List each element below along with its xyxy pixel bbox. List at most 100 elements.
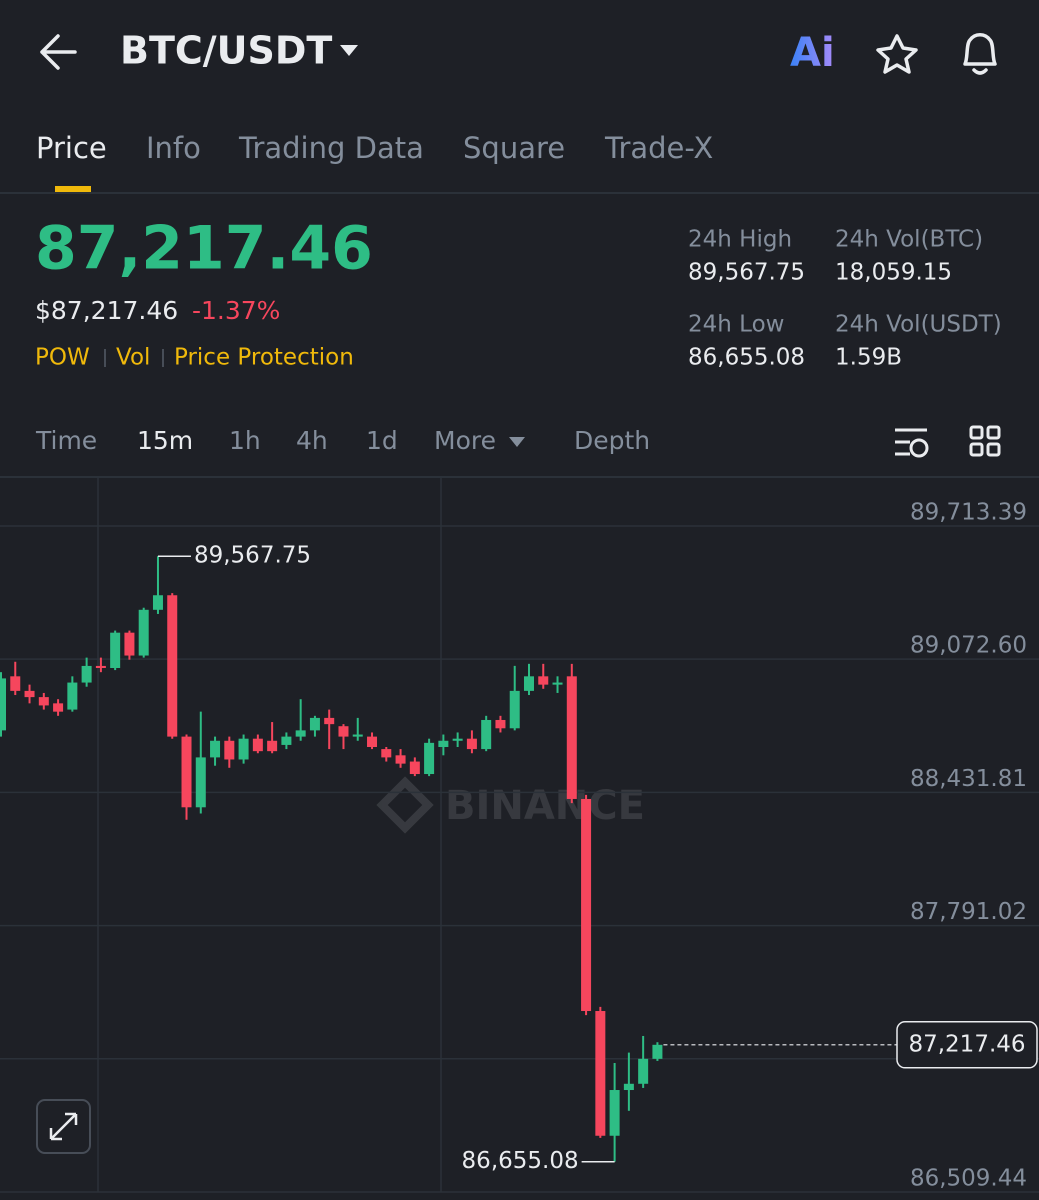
more-caret[interactable] <box>509 437 525 447</box>
interval-bar: Time 15m 1h 4h 1d More Depth <box>35 426 650 455</box>
candle-body <box>409 761 420 775</box>
candle-chart: 89,713.3989,072.6088,431.8187,791.0287,1… <box>0 499 1039 1193</box>
stat-label: 24h Vol(BTC) <box>835 227 983 253</box>
low-label: 86,655.08 <box>462 1148 579 1174</box>
candle-body <box>609 1090 620 1136</box>
tab[interactable]: Price <box>36 131 107 165</box>
candle-body <box>210 740 221 758</box>
candle-body <box>38 697 49 706</box>
stat-label: 24h High <box>688 227 792 253</box>
candle-body <box>424 742 435 775</box>
tab[interactable]: Trading Data <box>238 131 424 165</box>
interval[interactable]: Time <box>35 426 97 455</box>
tag[interactable]: Price Protection <box>174 345 354 371</box>
y-tick-label: 86,509.44 <box>910 1166 1027 1192</box>
candle-body <box>638 1058 649 1084</box>
tab[interactable]: Info <box>146 131 201 165</box>
tag[interactable]: Vol <box>116 345 150 371</box>
interval[interactable]: Depth <box>574 426 650 455</box>
candle-body <box>195 757 206 808</box>
interval[interactable]: 1h <box>229 426 261 455</box>
y-tick-label: 89,072.60 <box>910 633 1027 659</box>
candle-body <box>523 676 534 691</box>
icon-stroke <box>969 425 984 440</box>
fullscreen-icon <box>49 1112 78 1141</box>
interval[interactable]: 15m <box>137 426 193 455</box>
candle-body <box>81 665 92 683</box>
candle-body <box>238 738 249 760</box>
interval[interactable]: 1d <box>366 426 398 455</box>
candle-body <box>67 682 78 710</box>
candle-body <box>309 717 320 731</box>
candle-body <box>95 665 106 669</box>
y-tick-label: 87,791.02 <box>910 899 1027 925</box>
pair-title[interactable]: BTC/USDT <box>120 29 332 73</box>
tab[interactable]: Square <box>463 131 565 165</box>
candle-body <box>367 736 378 748</box>
stat-label: 24h Vol(USDT) <box>835 312 1002 338</box>
candle-body <box>438 740 449 748</box>
fullscreen-button[interactable] <box>36 1099 91 1154</box>
candle-body <box>24 690 35 698</box>
ai-button[interactable]: Ai <box>790 30 835 76</box>
watermark-text: BINANCE <box>445 783 645 829</box>
candle-body <box>552 682 563 685</box>
candle-body <box>623 1083 634 1091</box>
price-change: -1.37% <box>192 296 280 325</box>
candle-body <box>252 738 263 752</box>
candle-body <box>452 738 463 741</box>
stat-label: 24h Low <box>688 312 784 338</box>
candle-body <box>495 719 506 729</box>
candle-body <box>152 595 163 610</box>
candle-body <box>581 798 592 1012</box>
tab[interactable]: Trade-X <box>604 131 713 165</box>
usd-price: $87,217.46 <box>35 296 178 325</box>
tag[interactable]: POW <box>35 345 90 371</box>
candle-body <box>481 719 492 750</box>
candle-body <box>338 726 349 737</box>
candle-body <box>295 730 306 737</box>
watermark-logo <box>376 776 434 834</box>
last-price-box <box>896 1021 1038 1069</box>
candle-body <box>267 740 278 752</box>
candle-body <box>566 676 577 799</box>
icon-stroke <box>895 428 927 456</box>
layout-button[interactable] <box>969 425 1001 457</box>
candle-body <box>181 736 192 808</box>
stat-value: 18,059.15 <box>835 260 952 286</box>
indicator-settings-button[interactable] <box>895 428 929 458</box>
candle-body <box>281 736 292 745</box>
candle-body <box>395 755 406 764</box>
last-price-label: 87,217.46 <box>908 1031 1025 1057</box>
favorite-button[interactable] <box>876 34 918 74</box>
candle-body <box>466 738 477 750</box>
candle-body <box>324 717 335 725</box>
watermark: BINANCE <box>376 776 645 834</box>
stat-value: 1.59B <box>835 345 902 371</box>
candle-body <box>224 740 235 760</box>
stat-value: 86,655.08 <box>688 345 805 371</box>
candle-body <box>10 676 21 691</box>
candle-body <box>110 632 121 669</box>
icon-stroke <box>986 442 1001 457</box>
last-price: 87,217.46 <box>35 214 373 284</box>
interval[interactable]: More <box>434 426 496 455</box>
icon-stroke <box>986 425 1001 440</box>
tab-indicator <box>55 186 91 192</box>
candle-body <box>138 609 149 656</box>
candle-body <box>381 749 392 758</box>
candle-body <box>124 632 135 656</box>
alert-button[interactable] <box>963 33 997 75</box>
stat-value: 89,567.75 <box>688 260 805 286</box>
candle-body <box>352 734 363 737</box>
candle-body <box>595 1011 606 1136</box>
y-tick-label: 89,713.39 <box>910 499 1027 525</box>
tabs: Price Info Trading Data Square Trade-X <box>36 131 713 165</box>
interval[interactable]: 4h <box>296 426 328 455</box>
pair-dropdown[interactable] <box>340 45 358 56</box>
back-button[interactable] <box>40 34 77 70</box>
icon-stroke <box>909 438 929 458</box>
candle-body <box>167 595 178 737</box>
